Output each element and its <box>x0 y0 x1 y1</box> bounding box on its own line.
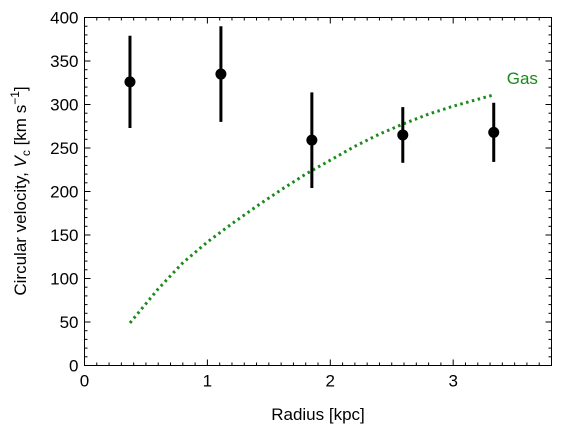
data-point <box>397 129 409 141</box>
x-axis-label: Radius [kpc] <box>271 405 365 424</box>
x-tick-label: 0 <box>80 372 89 391</box>
axis-ticks <box>84 17 552 366</box>
y-tick-label: 400 <box>50 9 78 28</box>
y-tick-label: 350 <box>50 52 78 71</box>
plot-frame <box>84 17 552 366</box>
y-tick-label: 200 <box>50 183 78 202</box>
y-tick-label: 100 <box>50 270 78 289</box>
gas-series-label: Gas <box>507 69 538 88</box>
y-tick-label: 50 <box>60 313 79 332</box>
y-tick-label: 0 <box>69 357 78 376</box>
y-tick-label: 150 <box>50 226 78 245</box>
y-tick-label: 250 <box>50 139 78 158</box>
y-axis-label: Circular velocity, Vc [km s−1] <box>8 86 33 295</box>
y-axis-label-variable: V <box>11 154 30 167</box>
x-tick-label: 2 <box>326 372 335 391</box>
y-tick-label: 300 <box>50 96 78 115</box>
gas-series: Gas <box>128 69 538 324</box>
y-axis-label-prefix: Circular velocity, <box>11 167 30 295</box>
data-point <box>215 68 227 80</box>
tick-labels: 0 1 2 3 0 50 100 150 200 250 300 350 400 <box>50 9 458 391</box>
gas-curve <box>128 93 495 324</box>
y-axis-label-unit: [km s <box>11 105 30 150</box>
data-point <box>124 76 136 88</box>
data-points <box>124 26 500 189</box>
data-point <box>306 134 318 146</box>
data-point <box>488 126 500 138</box>
y-axis-label-unit-close: ] <box>11 86 30 91</box>
y-axis-label-subscript: c <box>19 150 33 156</box>
x-tick-label: 3 <box>448 372 457 391</box>
x-tick-label: 1 <box>203 372 212 391</box>
y-axis-label-superscript: −1 <box>8 91 22 105</box>
